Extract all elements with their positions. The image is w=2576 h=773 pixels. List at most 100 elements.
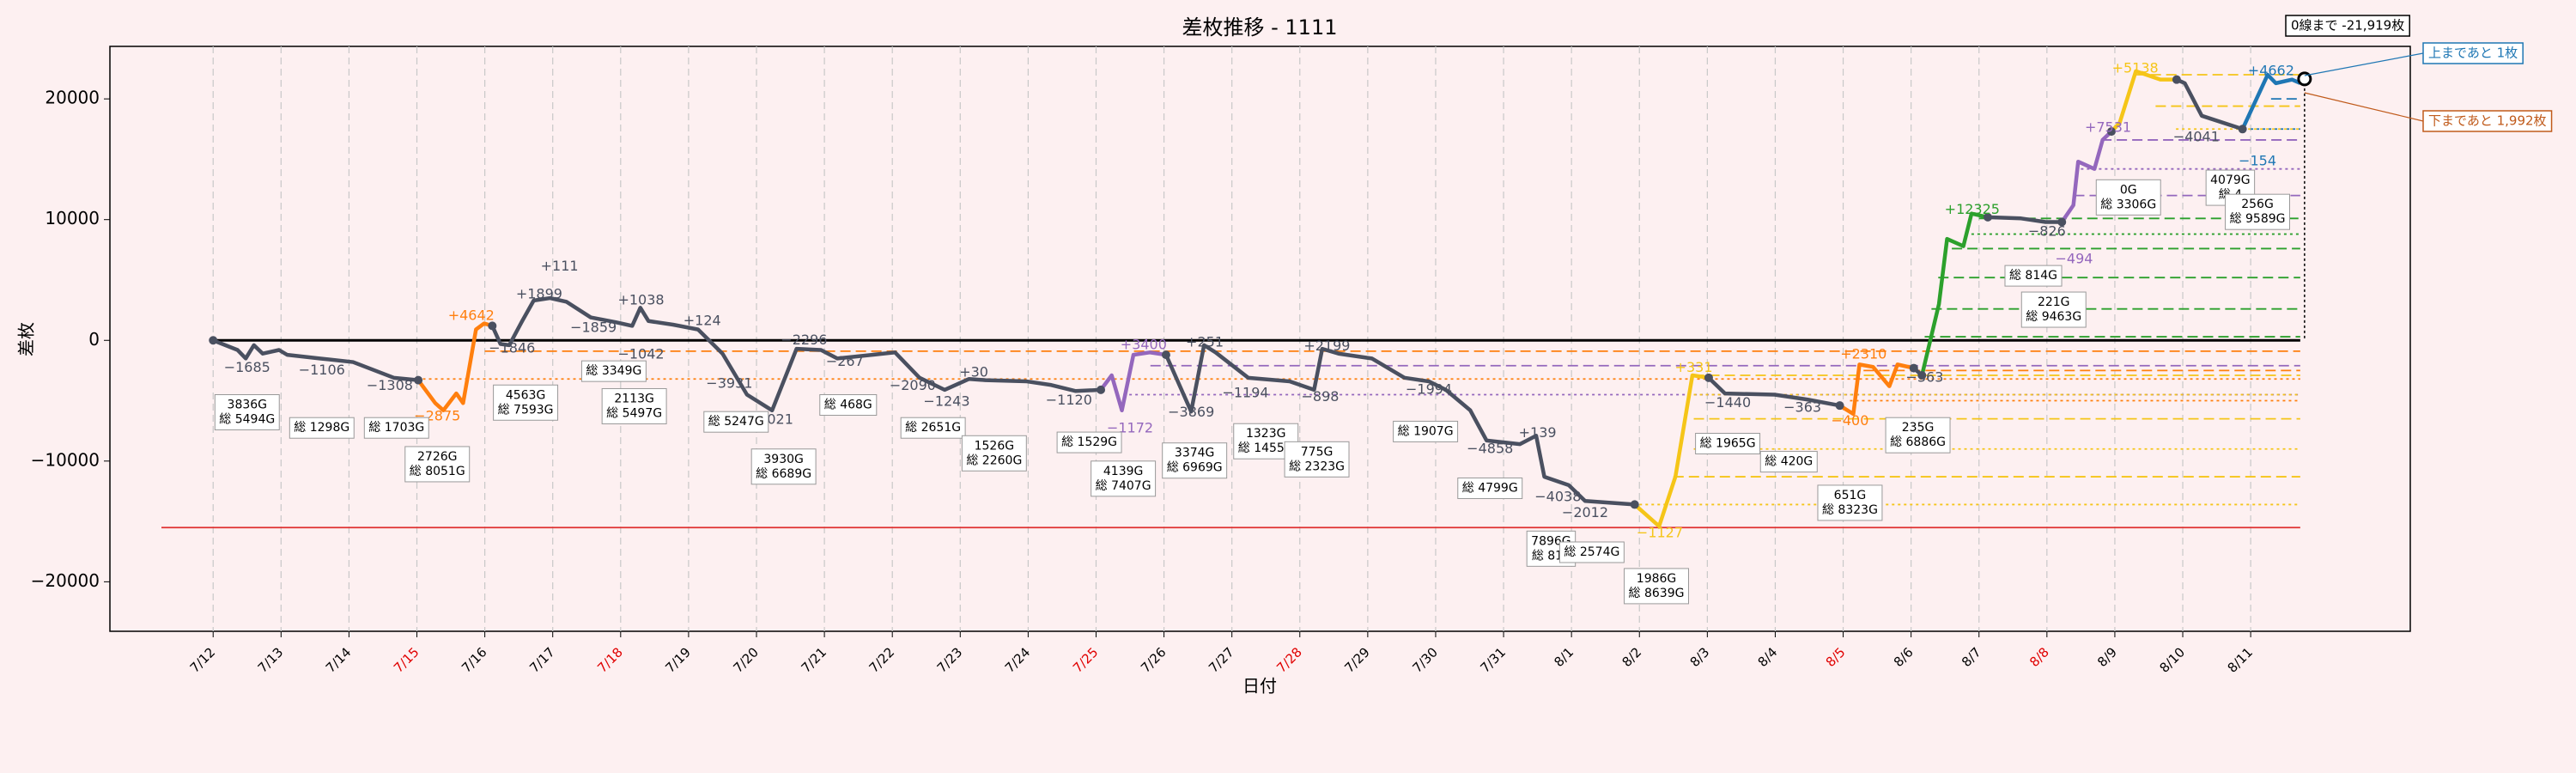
- annotation-box: [404, 446, 471, 483]
- annotation-box: [1885, 417, 1951, 453]
- annotation-text: 3836G: [228, 399, 267, 412]
- annotation-text: 総 2323G: [1289, 460, 1345, 473]
- annotation-text: 651G: [1834, 489, 1867, 502]
- annotation-text: 総 1965G: [1700, 436, 1756, 450]
- annotation-text: 総 1455G: [1238, 441, 1294, 455]
- annotation: 総 1907G: [1393, 420, 1459, 442]
- point-label: −1042: [617, 346, 664, 362]
- series-line: [416, 321, 493, 413]
- point-label: +12325: [1945, 201, 2000, 217]
- x-tick-label: 7/26: [1138, 644, 1170, 676]
- point: [1630, 500, 1639, 509]
- annotation: 0G総 3306G: [2095, 179, 2161, 216]
- annotation: 総 1703G: [363, 417, 429, 439]
- x-tick-label: 7/30: [1409, 644, 1441, 676]
- point-label: −2090: [890, 377, 936, 393]
- x-tick-label: 8/11: [2225, 644, 2257, 676]
- point-label: −4038: [1534, 488, 1581, 504]
- point-label: −1120: [1046, 392, 1092, 408]
- x-tick-label: 8/7: [1959, 644, 1984, 670]
- x-axis-label: 日付: [1242, 676, 1277, 697]
- x-tick-label: 7/13: [255, 644, 287, 676]
- point-label: +30: [959, 364, 988, 380]
- upper-note-box: [2422, 42, 2524, 64]
- annotation-text: 総 4799G: [1462, 481, 1518, 495]
- annotation-box: [580, 360, 647, 382]
- point: [1097, 385, 1106, 394]
- annotation: 総 814G: [2004, 265, 2063, 287]
- point-label: +3400: [1121, 336, 1167, 352]
- point-label: −2296: [781, 332, 827, 348]
- y-tick-label: 10000: [45, 208, 100, 228]
- annotation-text: 総 1703G: [368, 421, 424, 435]
- point-label: −2012: [1562, 504, 1608, 520]
- point-label: −494: [2055, 251, 2093, 267]
- point-label: −400: [1831, 412, 1868, 429]
- point: [414, 375, 423, 385]
- point-label: +111: [541, 258, 579, 274]
- x-tick-label: 8/6: [1891, 644, 1917, 670]
- point-label: +331: [1675, 359, 1713, 375]
- annotation-text: 2113G: [614, 392, 653, 405]
- point: [1835, 401, 1844, 411]
- annotation-box: [214, 394, 280, 431]
- point-label: −1440: [1704, 394, 1751, 411]
- point: [1917, 371, 1927, 380]
- annotation-box: [2095, 179, 2161, 216]
- point-label: −1685: [224, 359, 270, 375]
- point-label: +139: [1519, 424, 1557, 441]
- annotation-text: 総 5494G: [219, 413, 275, 427]
- annotation-text: 3374G: [1175, 447, 1214, 460]
- series-line: [2240, 72, 2301, 131]
- annotation-text: 3930G: [763, 453, 803, 466]
- series-line: [1633, 373, 1710, 528]
- x-tick-label: 7/21: [799, 644, 830, 676]
- x-tick-label: 7/19: [662, 644, 694, 676]
- annotation-box: [819, 394, 878, 417]
- annotation-box: [900, 417, 966, 439]
- point-label: −1308: [367, 377, 413, 393]
- annotation-text: 総 9589G: [2230, 212, 2286, 226]
- y-tick-label: −20000: [31, 570, 100, 591]
- annotation-box: [1457, 477, 1523, 499]
- annotation-box: [1162, 442, 1228, 479]
- annotation-box: [601, 387, 667, 424]
- x-tick-label: 8/8: [2026, 644, 2052, 670]
- annotation-text: 総 5497G: [606, 406, 662, 420]
- point: [2172, 75, 2181, 84]
- point-label: +1899: [516, 285, 562, 301]
- point-label: −898: [1302, 388, 1340, 405]
- series-line: [490, 295, 1102, 413]
- zero-note-box: [2285, 15, 2410, 37]
- x-tick-label: 7/27: [1206, 644, 1237, 676]
- x-tick-label: 8/1: [1551, 644, 1577, 670]
- annotation-box: [703, 411, 769, 433]
- series-line: [1838, 362, 1915, 417]
- annotation-box: [1056, 431, 1122, 453]
- annotation: 総 3349G: [580, 360, 647, 382]
- point-label: −1106: [299, 362, 345, 378]
- annotation-text: 総 1907G: [1398, 424, 1454, 438]
- lower-note-text: 下まであと 1,992枚: [2428, 113, 2547, 129]
- annotation-text: 1986G: [1637, 572, 1676, 586]
- x-tick-label: 7/18: [594, 644, 626, 676]
- annotation-box: [1558, 541, 1625, 563]
- lower-note-box: [2422, 110, 2553, 132]
- series-line: [1707, 376, 1840, 408]
- annotation-text: 総 6886G: [1890, 435, 1946, 449]
- point-label: +1038: [617, 291, 664, 307]
- annotation-text: 256G: [2241, 198, 2274, 211]
- series-line: [212, 338, 419, 382]
- x-tick-label: 8/9: [2094, 644, 2120, 670]
- annotation: 総 4799G: [1457, 477, 1523, 499]
- annotation-box: [2225, 193, 2291, 230]
- x-tick-label: 7/25: [1070, 644, 1102, 676]
- x-tick-label: 8/10: [2156, 644, 2188, 676]
